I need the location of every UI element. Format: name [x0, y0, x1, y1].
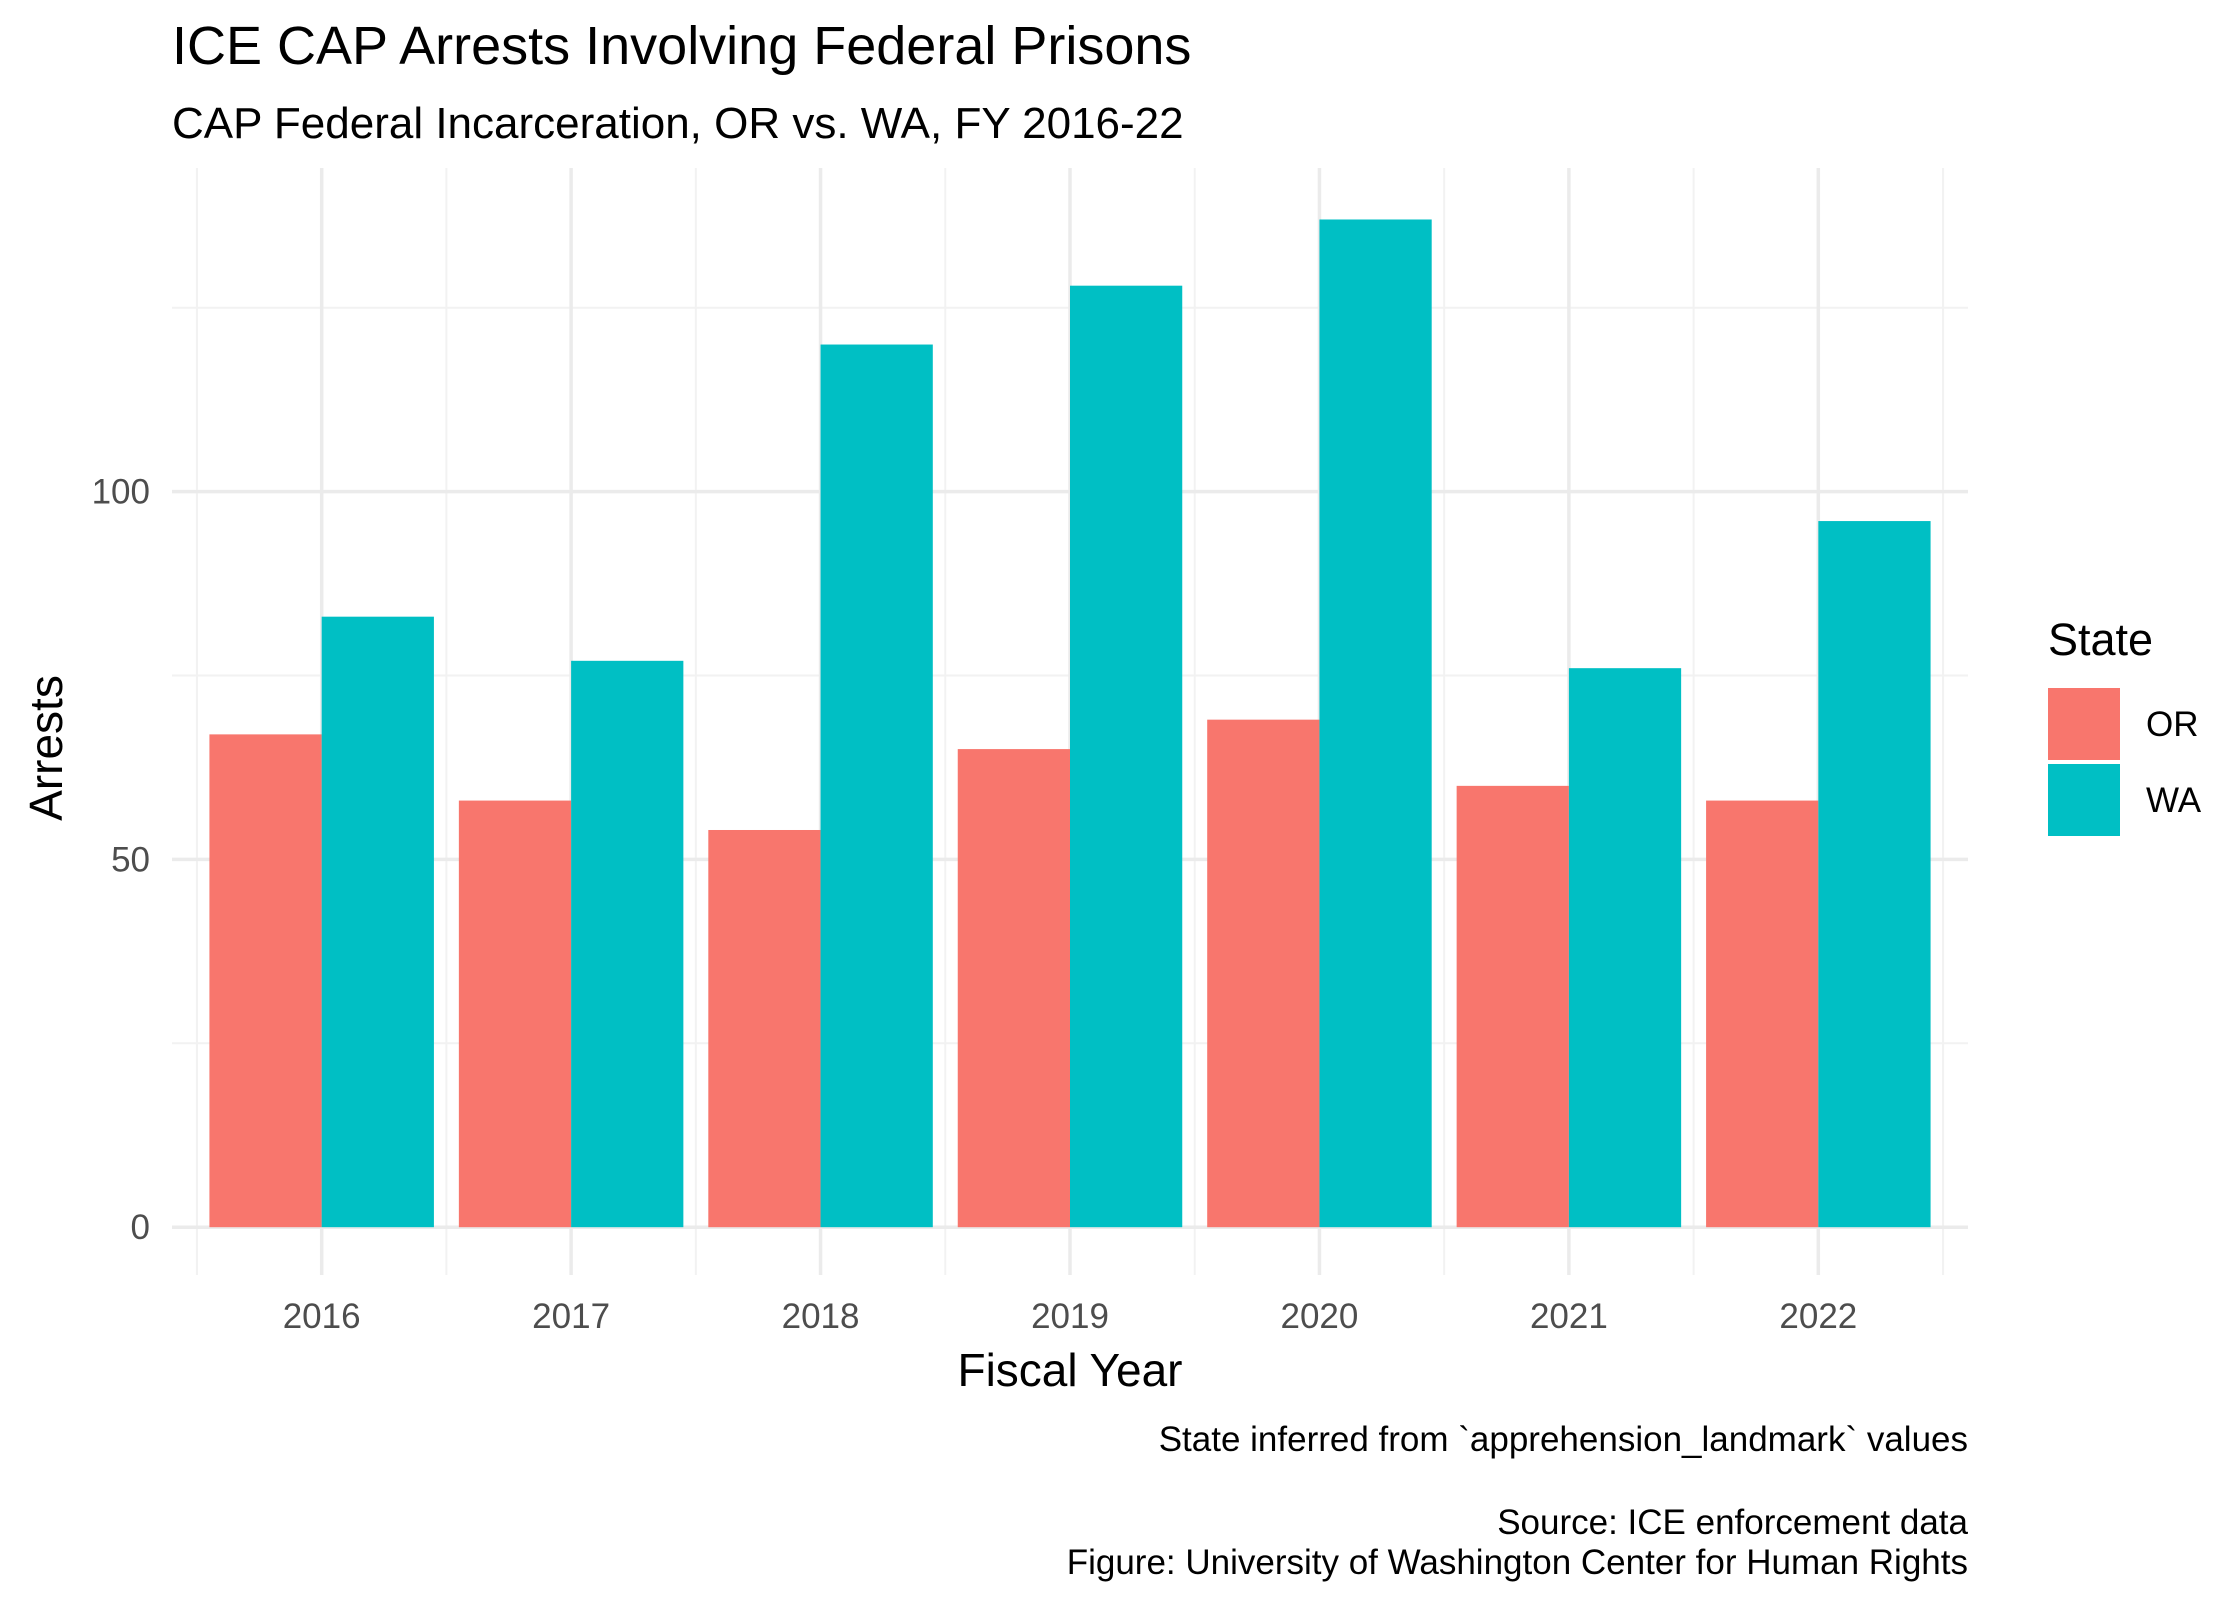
y-tick-label: 50 [111, 840, 150, 879]
bar-or-2022 [1706, 800, 1819, 1228]
bar-wa-2019 [1070, 285, 1183, 1228]
x-tick-label: 2019 [1031, 1297, 1109, 1336]
x-tick-labels: 2016 2017 2018 2019 2020 2021 2022 [283, 1297, 1858, 1336]
bar-wa-2022 [1818, 521, 1931, 1228]
caption-note: State inferred from `apprehension_landma… [1159, 1420, 1968, 1459]
bar-or-2021 [1456, 785, 1569, 1228]
x-tick-label: 2022 [1779, 1297, 1857, 1336]
legend-title: State [2048, 614, 2153, 665]
legend-label-or: OR [2146, 705, 2199, 744]
x-tick-label: 2021 [1530, 1297, 1608, 1336]
legend-key-or [2048, 688, 2120, 760]
bar-or-2019 [957, 749, 1070, 1228]
bar-or-2016 [209, 734, 322, 1228]
y-tick-label: 0 [131, 1208, 150, 1247]
legend-key-wa [2048, 764, 2120, 836]
y-tick-label: 100 [92, 473, 150, 512]
bar-or-2017 [458, 800, 572, 1228]
x-tick-label: 2018 [782, 1297, 860, 1336]
caption-figure-credit: Figure: University of Washington Center … [1067, 1543, 1968, 1582]
x-tick-label: 2020 [1281, 1297, 1359, 1336]
legend-label-wa: WA [2146, 781, 2202, 820]
bar-or-2018 [708, 829, 821, 1228]
x-tick-label: 2017 [532, 1297, 610, 1336]
y-tick-labels: 0 50 100 [92, 473, 150, 1248]
bar-or-2020 [1207, 719, 1320, 1228]
bar-wa-2021 [1568, 668, 1682, 1228]
bar-wa-2017 [571, 660, 684, 1228]
x-axis-title: Fiscal Year [957, 1344, 1182, 1396]
bar-wa-2018 [820, 344, 933, 1228]
chart-subtitle: CAP Federal Incarceration, OR vs. WA, FY… [172, 99, 1184, 148]
bar-wa-2016 [321, 616, 434, 1228]
caption-source: Source: ICE enforcement data [1497, 1503, 1968, 1542]
x-tick-label: 2016 [283, 1297, 361, 1336]
chart-title: ICE CAP Arrests Involving Federal Prison… [172, 16, 1191, 76]
legend: State OR WA [2048, 614, 2202, 836]
bar-wa-2020 [1319, 219, 1432, 1228]
bars [209, 219, 1931, 1228]
y-axis-title: Arrests [20, 675, 72, 821]
